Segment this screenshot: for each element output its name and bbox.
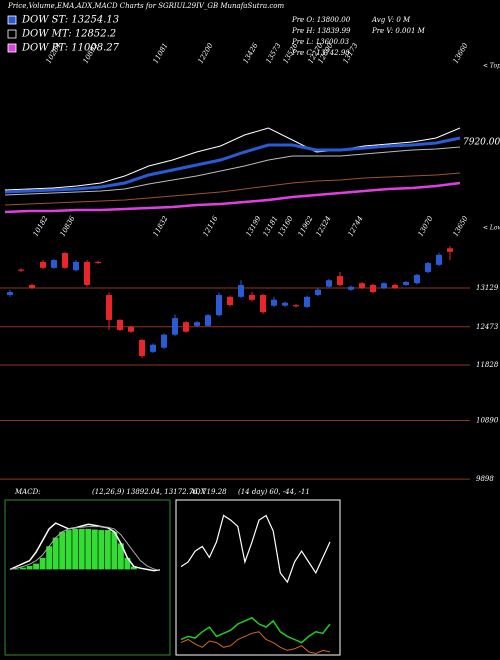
series-line [4,181,461,214]
y-tick-label: 7920.00 [463,137,500,147]
candle-body [414,274,420,284]
histogram-bar [26,565,33,570]
candle-body [326,280,332,287]
series-line [180,514,331,584]
histogram-bar [117,543,124,570]
candle-body [260,295,266,313]
info-text: Avg V: 0 M [371,16,411,24]
candle-body [293,305,299,307]
candle-body [359,283,365,288]
candle-body [249,295,255,300]
panel-border [4,499,171,656]
candle-body [172,318,178,335]
histogram-bar [72,528,79,570]
legend-label: DOW PT: 11008.27 [21,43,120,54]
histogram-bar [78,528,85,570]
histogram-bar [98,530,105,570]
y-tick-label: 13129 [476,284,499,292]
candle-body [216,295,222,316]
info-text: Pre C: 13742.98 [291,49,350,57]
histogram-bar [20,567,26,570]
candle-body [370,284,376,293]
candle-body [205,315,211,326]
histogram-bar [52,537,59,570]
histogram-bar [33,563,40,570]
candle-body [161,334,167,348]
series-line [180,616,331,644]
candle-body [128,326,134,332]
legend-label: DOW ST: 13254.13 [21,15,119,26]
candle-body [51,260,57,268]
candle-body [73,261,79,271]
panel-border [175,499,341,656]
side-label: < Lows [483,225,500,232]
candle-body [18,269,24,271]
candle-body [381,283,387,288]
legend-label: DOW MT: 12852.2 [21,29,116,40]
info-text: Pre V: 0.001 M [371,27,426,35]
histogram-bar [39,557,46,570]
histogram-bar [13,568,20,570]
histogram-bar [104,530,111,570]
legend-swatch [7,29,17,39]
panel-title: ADX [189,488,207,496]
candle-body [304,296,310,307]
histogram-bar [91,529,98,570]
histogram-bar [59,531,66,570]
candle-body [425,263,431,272]
candle-body [62,253,68,268]
candle-body [106,295,112,320]
legend-swatch [7,43,17,53]
panel-subtitle: (14 day) 60, -44, -11 [238,488,310,496]
candle-body [315,289,321,296]
candle-body [29,284,35,288]
y-tick-label: 9898 [476,475,494,483]
candle-body [117,319,123,330]
page-title: Price,Volume,EMA,ADX,MACD Charts for SGR… [7,2,284,10]
candle-body [95,261,101,264]
candle-body [271,299,277,306]
y-tick-label: 10890 [476,416,499,424]
series-line [180,631,331,655]
candle-body [194,322,200,326]
series-line [9,522,161,572]
info-text: Pre H: 13839.99 [291,27,351,35]
series-line [4,172,461,206]
candle-body [150,344,156,352]
candle-body [403,282,409,285]
candle-body [436,254,442,265]
y-tick-label: 12473 [476,323,499,331]
candle-body [139,340,145,356]
series-line [4,127,461,191]
histogram-bar [124,557,131,570]
candle-body [227,296,233,306]
info-text: Pre O: 13800.00 [291,16,351,24]
histogram-bar [85,528,92,570]
y-tick-label: 11828 [476,361,499,369]
candle-body [183,322,189,332]
legend-swatch [7,15,17,25]
info-text: Pre L: 13600.03 [291,38,350,46]
candle-body [7,292,13,296]
series-line [4,136,461,194]
panel-subtitle: (12,26,9) 13892.04, 13172.76, 719.28 [92,488,227,496]
histogram-bar [111,531,118,570]
histogram-bar [46,546,53,570]
candle-body [238,284,244,297]
candle-body [40,261,46,268]
candle-body [337,276,343,285]
candle-body [392,284,398,288]
series-line [4,146,461,196]
series-line [9,526,161,572]
side-label: < Tops [483,63,500,70]
candle-body [348,286,354,290]
histogram-bar [130,566,137,570]
candle-body [447,248,453,252]
histogram-bar [65,530,72,570]
candle-body [282,302,288,306]
candle-body [84,261,90,285]
panel-title: MACD: [14,488,41,496]
